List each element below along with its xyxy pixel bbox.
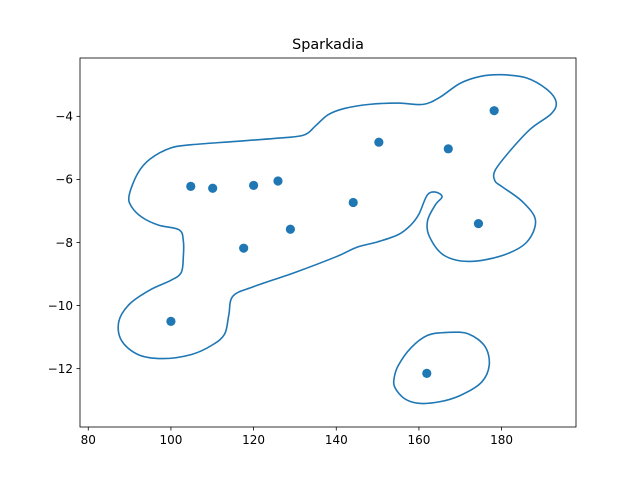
boundary-contour-2	[392, 331, 491, 405]
scatter-point	[239, 243, 249, 253]
x-tick-label: 180	[490, 433, 513, 447]
scatter-point	[166, 316, 176, 326]
x-axis: 80 100 120 140 160 180	[81, 427, 513, 447]
y-tick-label: −10	[48, 299, 73, 313]
boundary-contour-1	[117, 73, 558, 360]
scatter-point	[374, 137, 384, 147]
y-tick-label: −8	[55, 236, 73, 250]
axes-frame	[79, 57, 577, 428]
x-tick-label: 100	[159, 433, 182, 447]
y-tick-label: −4	[55, 110, 73, 124]
y-axis: −12 −10 −8 −6 −4	[48, 110, 80, 376]
scatter-point	[489, 106, 499, 116]
scatter-point	[285, 224, 295, 234]
chart-title: Sparkadia	[292, 37, 364, 53]
plot-area	[117, 73, 558, 405]
scatter-point	[208, 183, 218, 193]
scatter-point	[273, 176, 283, 186]
y-tick-label: −12	[48, 362, 73, 376]
x-tick-label: 160	[407, 433, 430, 447]
x-tick-label: 140	[325, 433, 348, 447]
scatter-point	[249, 180, 259, 191]
x-tick-label: 120	[242, 433, 265, 447]
scatter-point	[443, 144, 453, 154]
scatter-point	[473, 218, 484, 229]
x-tick-label: 80	[81, 433, 96, 447]
scatter-point	[186, 181, 196, 191]
y-tick-label: −6	[55, 173, 73, 187]
scatter-point	[348, 197, 358, 208]
scatter-point	[422, 368, 432, 378]
